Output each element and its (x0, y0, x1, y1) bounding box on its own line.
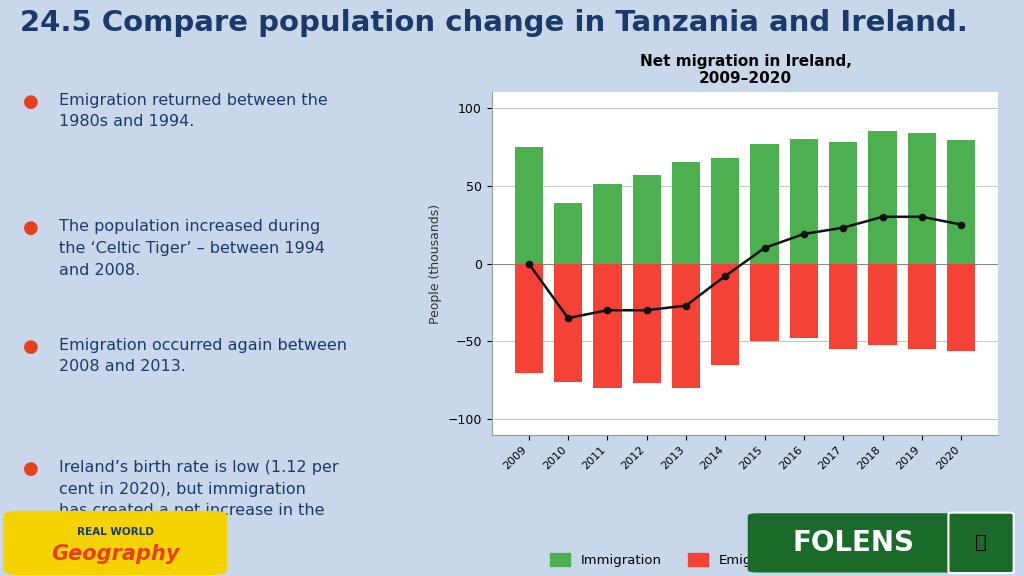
Net migration (798, 230, 810, 237)
Text: The population increased during
the ‘Celtic Tiger’ – between 1994
and 2008.: The population increased during the ‘Cel… (58, 219, 325, 278)
Net migration (759, 244, 771, 251)
Text: REAL WORLD: REAL WORLD (77, 527, 154, 537)
Net migration (641, 307, 653, 314)
Text: Net migration in Ireland,
2009–2020: Net migration in Ireland, 2009–2020 (640, 54, 851, 86)
Bar (672, 264, 700, 388)
Bar (829, 142, 857, 264)
Text: ●: ● (24, 219, 39, 237)
FancyBboxPatch shape (948, 513, 1014, 573)
Net migration (680, 302, 692, 309)
Bar (907, 264, 936, 349)
Text: ●: ● (24, 460, 39, 478)
Bar (829, 264, 857, 349)
Bar (751, 143, 779, 264)
Bar (711, 264, 739, 365)
Bar (554, 264, 583, 382)
Bar (711, 158, 739, 264)
Text: ●: ● (24, 338, 39, 355)
Bar (868, 264, 897, 344)
FancyBboxPatch shape (3, 511, 227, 575)
Bar (554, 203, 583, 264)
Bar (593, 184, 622, 264)
Bar (633, 264, 660, 384)
Bar (633, 175, 660, 264)
Text: Ireland’s birth rate is low (1.12 per
cent in 2020), but immigration
has created: Ireland’s birth rate is low (1.12 per ce… (58, 460, 338, 540)
Net migration (955, 221, 968, 228)
Net migration (522, 260, 535, 267)
Net migration (562, 314, 574, 321)
Bar (790, 264, 818, 338)
Y-axis label: People (thousands): People (thousands) (429, 203, 442, 324)
Bar (907, 132, 936, 264)
Line: Net migration: Net migration (525, 214, 965, 321)
Net migration (915, 213, 928, 220)
Net migration (837, 224, 849, 231)
Bar (790, 139, 818, 264)
Bar (947, 264, 975, 351)
Text: FOLENS: FOLENS (793, 529, 914, 557)
Text: Geography: Geography (51, 544, 179, 564)
Bar (868, 131, 897, 264)
Bar (515, 264, 543, 373)
Text: 24.5 Compare population change in Tanzania and Ireland.: 24.5 Compare population change in Tanzan… (20, 9, 969, 37)
Legend: Immigration, Emigration, Net migration: Immigration, Emigration, Net migration (545, 547, 945, 572)
Text: 🐝: 🐝 (975, 533, 987, 552)
FancyBboxPatch shape (748, 513, 974, 573)
Bar (515, 147, 543, 264)
Net migration (877, 213, 889, 220)
Text: Emigration occurred again between
2008 and 2013.: Emigration occurred again between 2008 a… (58, 338, 347, 374)
Bar (947, 141, 975, 264)
Net migration (601, 307, 613, 314)
Bar (593, 264, 622, 388)
Net migration (719, 272, 731, 279)
Bar (751, 264, 779, 342)
Text: ●: ● (24, 93, 39, 111)
Bar (672, 162, 700, 264)
Text: Emigration returned between the
1980s and 1994.: Emigration returned between the 1980s an… (58, 93, 328, 129)
